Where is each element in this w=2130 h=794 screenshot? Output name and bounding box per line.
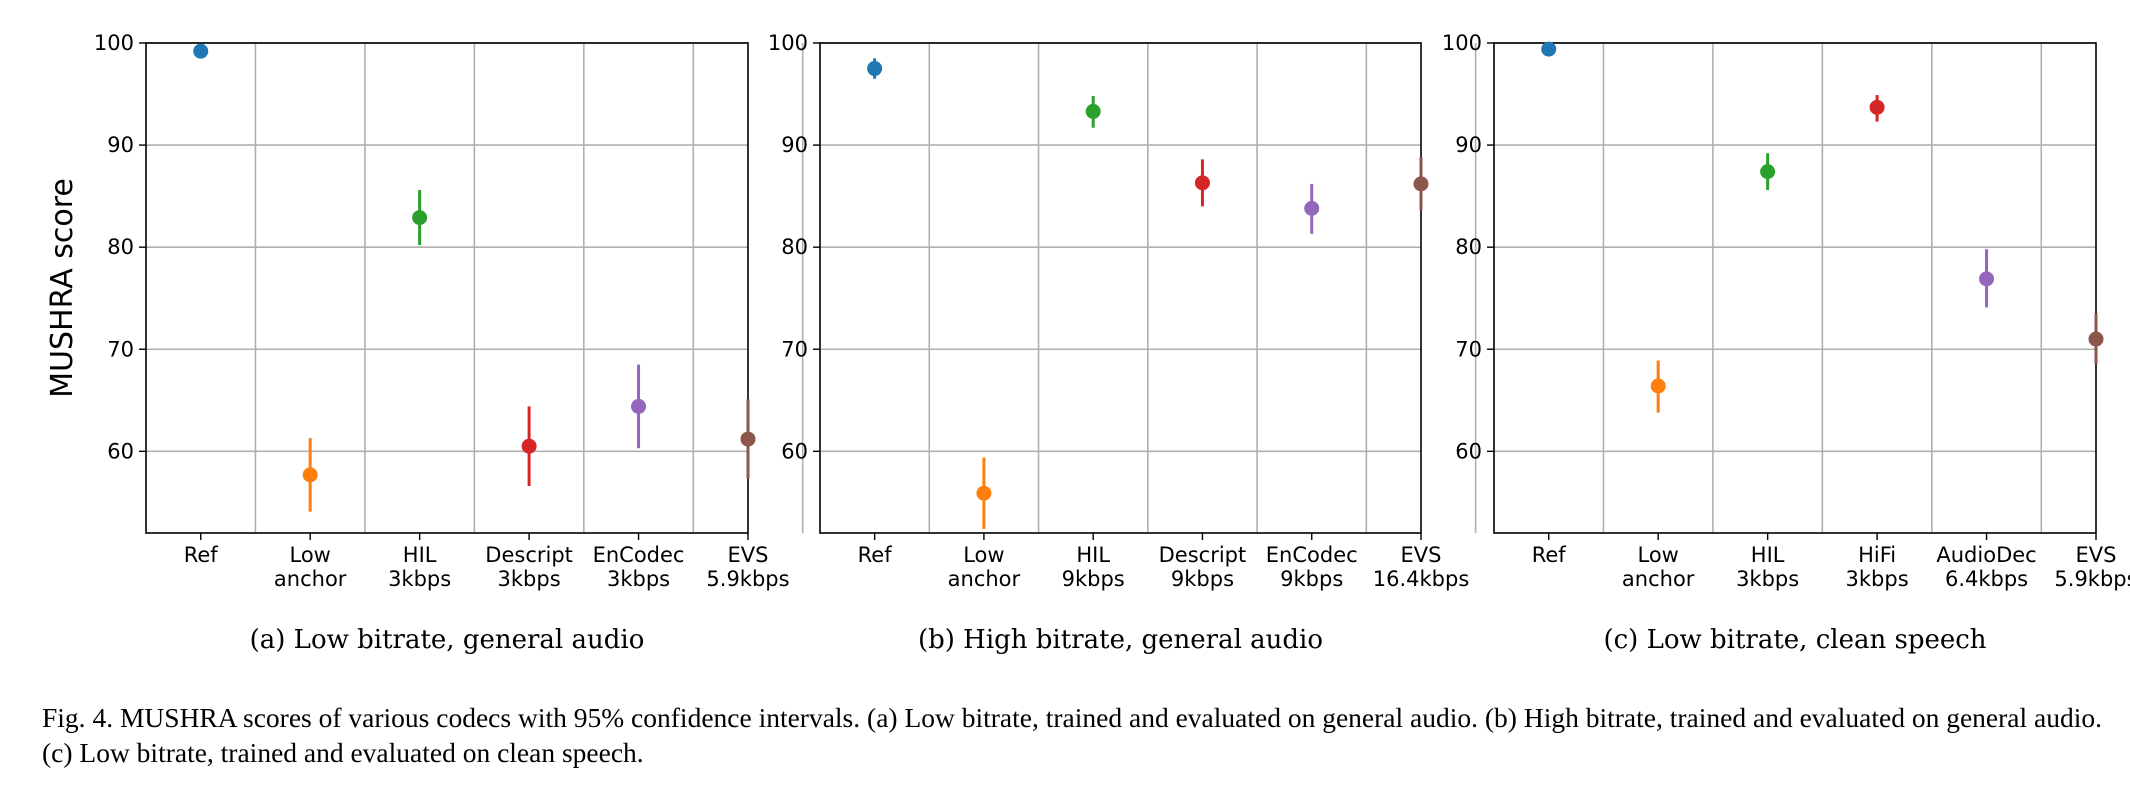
x-tick-label: HIL 3kbps [388, 543, 451, 591]
data-point [1650, 378, 1666, 394]
x-tick-label: Low anchor [274, 543, 347, 591]
x-tick-label: EnCodec 9kbps [1266, 543, 1358, 591]
y-tick-label: 70 [1455, 337, 1482, 361]
x-tick-label-line: anchor [948, 567, 1021, 591]
data-point [1085, 103, 1101, 119]
data-point [2088, 331, 2104, 347]
y-tick-label: 80 [1455, 235, 1482, 259]
data-point [1413, 176, 1429, 192]
x-tick-label-line: 5.9kbps [2054, 567, 2130, 591]
x-tick-label-line: HIL [1751, 543, 1785, 567]
y-tick-label: 100 [768, 31, 808, 55]
x-tick-label: Ref [1532, 543, 1567, 567]
x-tick-label-line: AudioDec [1936, 543, 2036, 567]
y-tick-label: 90 [107, 133, 134, 157]
plot-frame [1493, 42, 2097, 534]
data-point [740, 431, 756, 447]
x-tick-label-line: EnCodec [1266, 543, 1358, 567]
x-tick-label-line: HIL [1076, 543, 1110, 567]
x-tick-label-line: 3kbps [498, 567, 561, 591]
panel-subcaption: (c) Low bitrate, clean speech [1603, 625, 1986, 655]
y-tick-label: 90 [781, 133, 808, 157]
x-tick-label-line: 9kbps [1280, 567, 1343, 591]
x-tick-label-line: Ref [1532, 543, 1567, 567]
data-point [631, 398, 647, 414]
y-tick-label: 60 [107, 439, 134, 463]
x-tick-label: Low anchor [1622, 543, 1695, 591]
panel-subcaption: (a) Low bitrate, general audio [250, 625, 645, 655]
x-tick-label-line: Low [290, 543, 331, 567]
data-point [867, 61, 883, 77]
x-tick-label-line: 9kbps [1171, 567, 1234, 591]
x-tick-label: EVS 5.9kbps [2054, 543, 2130, 591]
x-tick-label-line: 3kbps [388, 567, 451, 591]
x-tick-label-line: EVS [1401, 543, 1442, 567]
y-tick-label: 70 [781, 337, 808, 361]
panel-subcaption: (b) High bitrate, general audio [918, 625, 1323, 655]
x-tick-label-line: EnCodec [593, 543, 685, 567]
x-tick-label-line: Low [1638, 543, 1679, 567]
x-tick-label-line: 6.4kbps [1945, 567, 2028, 591]
x-tick-label-line: anchor [1622, 567, 1695, 591]
data-point [1194, 175, 1210, 191]
data-point [412, 210, 428, 226]
x-tick-label: Descript 3kbps [485, 543, 573, 591]
x-tick-label: EnCodec 3kbps [593, 543, 685, 591]
x-tick-label-line: anchor [274, 567, 347, 591]
y-tick-label: 90 [1455, 133, 1482, 157]
plot-frame [145, 42, 749, 534]
x-tick-label: AudioDec 6.4kbps [1936, 543, 2036, 591]
x-tick-label-line: Low [963, 543, 1004, 567]
data-point [1760, 164, 1776, 180]
x-tick-label: Low anchor [948, 543, 1021, 591]
x-tick-label-line: EVS [2076, 543, 2117, 567]
data-point [1869, 99, 1885, 115]
y-tick-label: 70 [107, 337, 134, 361]
x-tick-label: Descript 9kbps [1159, 543, 1247, 591]
x-tick-label: HiFi 3kbps [1846, 543, 1909, 591]
x-tick-label-line: Descript [485, 543, 573, 567]
data-point [1979, 271, 1995, 287]
x-tick-label: HIL 9kbps [1062, 543, 1125, 591]
y-tick-label: 80 [107, 235, 134, 259]
x-tick-label-line: 5.9kbps [706, 567, 789, 591]
x-tick-label-line: 3kbps [1736, 567, 1799, 591]
data-point [1541, 41, 1557, 57]
figure-caption: Fig. 4. MUSHRA scores of various codecs … [42, 702, 2102, 768]
x-tick-label: EVS 16.4kbps [1373, 543, 1470, 591]
x-tick-label-line: 3kbps [607, 567, 670, 591]
x-tick-label-line: Ref [858, 543, 893, 567]
y-tick-label: 100 [1442, 31, 1482, 55]
data-point [1304, 200, 1320, 216]
x-tick-label-line: 3kbps [1846, 567, 1909, 591]
data-point [976, 485, 992, 501]
x-tick-label: Ref [184, 543, 219, 567]
x-tick-label-line: 9kbps [1062, 567, 1125, 591]
x-tick-label-line: Descript [1159, 543, 1247, 567]
y-tick-label: 80 [781, 235, 808, 259]
x-tick-label: Ref [858, 543, 893, 567]
y-tick-label: 100 [94, 31, 134, 55]
y-tick-label: 60 [781, 439, 808, 463]
plot-frame [819, 42, 1422, 534]
data-point [521, 438, 537, 454]
x-tick-label-line: HiFi [1858, 543, 1896, 567]
data-point [302, 467, 318, 483]
y-tick-label: 60 [1455, 439, 1482, 463]
x-tick-label-line: 16.4kbps [1373, 567, 1470, 591]
x-tick-label: EVS 5.9kbps [706, 543, 789, 591]
x-tick-label-line: HIL [403, 543, 437, 567]
x-tick-label-line: Ref [184, 543, 219, 567]
x-tick-label: HIL 3kbps [1736, 543, 1799, 591]
y-axis-label: MUSHRA score [45, 178, 80, 398]
data-point [193, 43, 209, 59]
x-tick-label-line: EVS [728, 543, 769, 567]
